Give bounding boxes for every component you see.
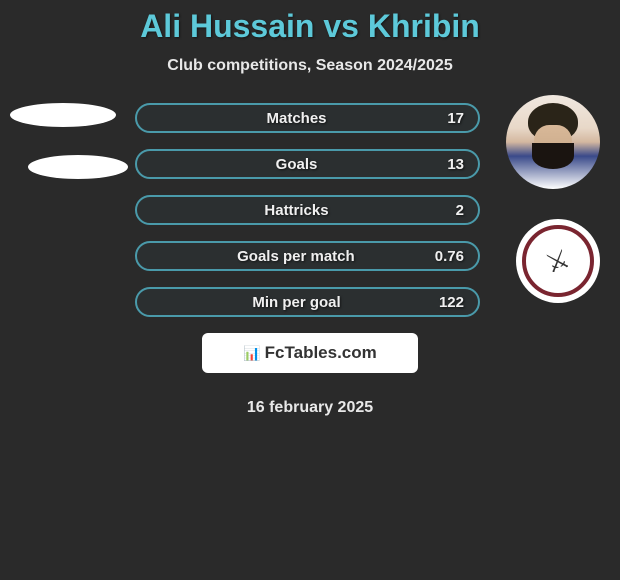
stat-value: 13: [436, 156, 478, 173]
chart-icon: 📊: [243, 345, 260, 362]
player-avatar: [506, 95, 600, 189]
brand-text: FcTables.com: [265, 343, 377, 363]
avatar-beard-shape: [532, 143, 574, 169]
stat-row-goals: Goals 13: [135, 149, 480, 179]
stat-label: Hattricks: [137, 202, 436, 219]
stats-area: ⚔ Matches 17 Goals 13 Hattricks 2 Goals …: [0, 103, 620, 417]
left-player-placeholder: [10, 103, 128, 179]
right-player-area: ⚔: [506, 95, 600, 303]
placeholder-ellipse-1: [10, 103, 116, 127]
club-logo-ring: ⚔: [522, 225, 594, 297]
stat-value: 17: [436, 110, 478, 127]
club-logo: ⚔: [516, 219, 600, 303]
stat-row-min-per-goal: Min per goal 122: [135, 287, 480, 317]
stat-label: Matches: [137, 110, 436, 127]
stat-label: Goals per match: [137, 248, 435, 265]
placeholder-ellipse-2: [28, 155, 128, 179]
stat-label: Goals: [137, 156, 436, 173]
stat-row-matches: Matches 17: [135, 103, 480, 133]
stat-bars: Matches 17 Goals 13 Hattricks 2 Goals pe…: [135, 103, 480, 317]
page-subtitle: Club competitions, Season 2024/2025: [0, 57, 620, 75]
brand-badge[interactable]: 📊 FcTables.com: [202, 333, 418, 373]
page-title: Ali Hussain vs Khribin: [0, 8, 620, 45]
stat-value: 2: [436, 202, 478, 219]
footer-date: 16 february 2025: [0, 399, 620, 417]
stat-row-goals-per-match: Goals per match 0.76: [135, 241, 480, 271]
stat-row-hattricks: Hattricks 2: [135, 195, 480, 225]
main-container: Ali Hussain vs Khribin Club competitions…: [0, 0, 620, 417]
stat-value: 122: [436, 294, 478, 311]
stat-value: 0.76: [435, 248, 478, 265]
club-logo-icon: ⚔: [542, 242, 575, 279]
stat-label: Min per goal: [137, 294, 436, 311]
